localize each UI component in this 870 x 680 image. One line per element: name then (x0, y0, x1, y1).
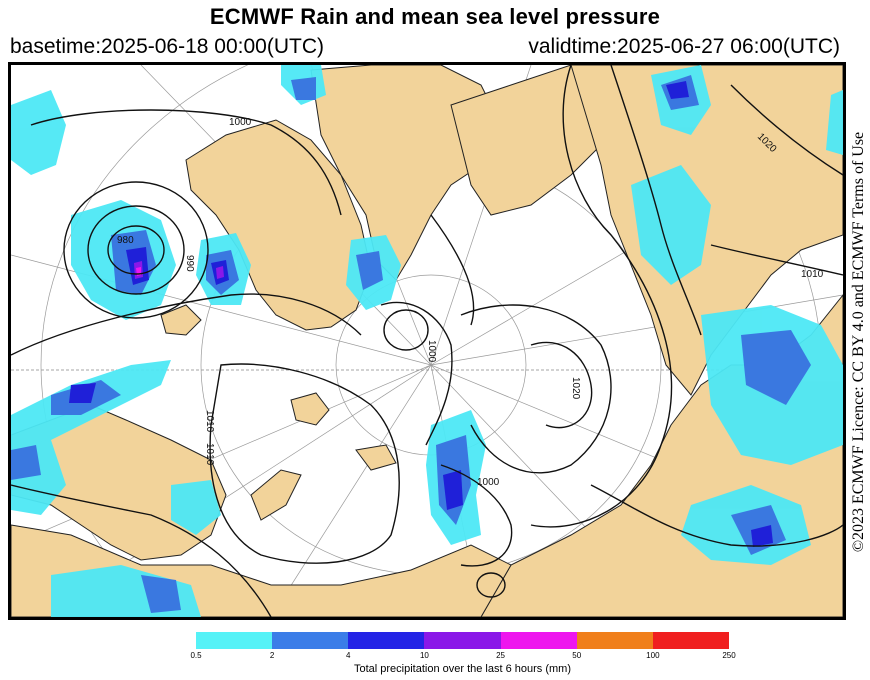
precip-area (171, 480, 221, 535)
forecast-map[interactable]: 1000 980 990 1010 1010 1000 1020 1010 10… (8, 62, 846, 620)
isobar-label: 1010 (204, 410, 215, 433)
precip-area (356, 251, 383, 290)
isobar (590, 484, 843, 547)
isobar (383, 309, 429, 351)
franz-josef-land (355, 444, 397, 471)
isobar-label: 1000 (426, 340, 437, 363)
isobar (63, 181, 209, 319)
validtime-label: validtime:2025-06-27 06:00(UTC) (528, 35, 840, 58)
precip-area (291, 77, 316, 100)
isobar (30, 109, 342, 216)
precip-area (631, 165, 711, 285)
precip-area (141, 575, 181, 613)
isobar (107, 225, 165, 275)
isobar (460, 304, 612, 474)
precip-area (751, 525, 773, 547)
novaya-zemlya (250, 469, 302, 521)
isobar (476, 572, 506, 598)
isobar (610, 65, 702, 336)
isobar (87, 205, 185, 295)
legend-tick: 4 (346, 651, 351, 660)
legend-tick: 0.5 (190, 651, 202, 660)
isobar-label: 1010 (801, 269, 824, 280)
precip-area (666, 81, 689, 99)
precip-area (826, 90, 843, 155)
isobar-label: 1010 (204, 443, 215, 466)
isobar-label: 990 (184, 255, 195, 272)
isobar (11, 484, 272, 617)
legend-tick: 25 (496, 651, 506, 660)
legend-tick: 2 (269, 651, 275, 660)
iceland (160, 304, 202, 336)
legend-tick: 250 (722, 651, 736, 660)
isobars (11, 65, 843, 617)
isobar (530, 341, 593, 429)
precip-legend (196, 632, 729, 649)
isobar (710, 244, 843, 276)
chart-title: ECMWF Rain and mean sea level pressure (209, 4, 661, 29)
legend-swatch (652, 632, 729, 649)
legend-swatch (576, 632, 653, 649)
legend-tick: 50 (572, 651, 582, 660)
isobar (380, 301, 453, 446)
basetime-label: basetime:2025-06-18 00:00(UTC) (10, 35, 324, 58)
legend-swatch (424, 632, 501, 649)
isobar (530, 65, 673, 528)
legend-tick: 10 (419, 651, 429, 660)
legend-swatch (348, 632, 425, 649)
licence-text: ©2023 ECMWF Licence: CC BY 4.0 and ECMWF… (848, 62, 870, 622)
isobar-label: 1020 (570, 377, 581, 400)
isobar-label: 1000 (477, 477, 500, 488)
svalbard (290, 392, 330, 426)
isobar (730, 84, 843, 176)
legend-caption: Total precipitation over the last 6 hour… (353, 663, 572, 675)
legend-ticks: 0.5 2 4 10 25 50 100 250 (190, 651, 735, 663)
legend-tick: 100 (646, 651, 660, 660)
precip-area (69, 383, 96, 403)
legend-swatch (272, 632, 349, 649)
isobar-labels: 1000 980 990 1010 1010 1000 1020 1010 10… (117, 117, 824, 488)
legend-swatch (196, 632, 273, 649)
isobar (440, 464, 513, 567)
precip-area (11, 90, 66, 175)
north-america (570, 65, 843, 396)
isobar-label: 980 (117, 235, 134, 246)
precip-area (443, 470, 463, 510)
isobar (430, 214, 475, 326)
isobar (11, 293, 362, 356)
precip-area (216, 266, 224, 279)
licence-label: ©2023 ECMWF Licence: CC BY 4.0 and ECMWF… (850, 131, 867, 553)
precip-area (11, 445, 41, 480)
isobar (209, 363, 400, 564)
precip-area (741, 330, 811, 405)
isobar-label: 1000 (229, 117, 252, 128)
legend-swatch (500, 632, 577, 649)
